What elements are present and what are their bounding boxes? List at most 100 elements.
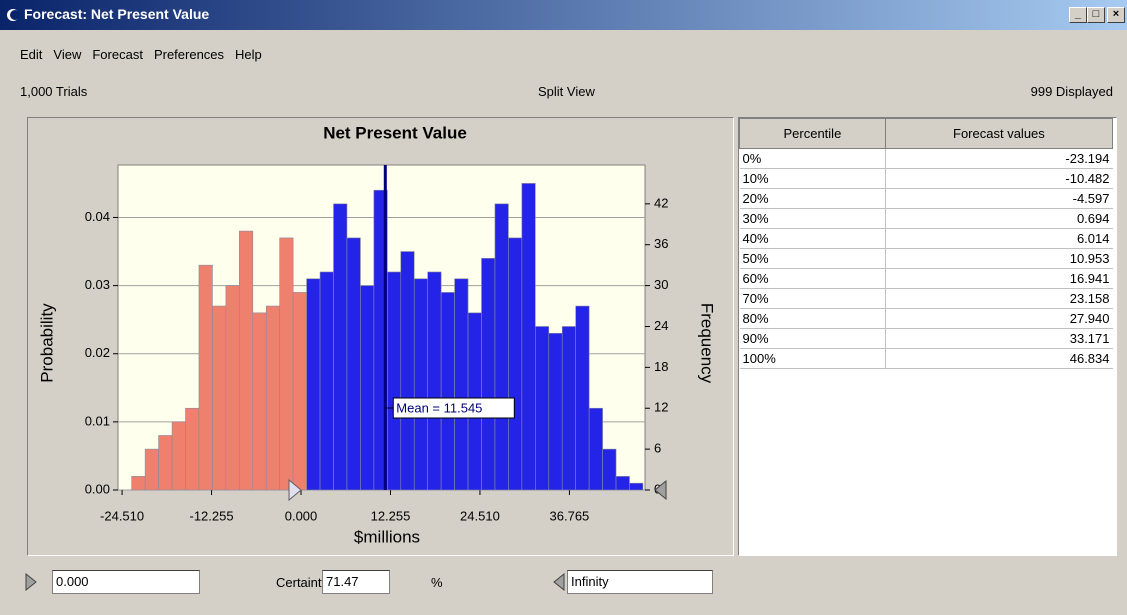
percentile: 70% <box>739 288 886 309</box>
x-tick-label: -12.255 <box>190 508 234 523</box>
y-tick-label: 0.00 <box>85 481 110 496</box>
histogram-bar <box>481 258 496 491</box>
y2-tick-label: 12 <box>654 400 668 415</box>
percentile-panel: Percentile Forecast values 0% -23.194 10% -10… <box>738 117 1117 556</box>
histogram-bar <box>400 251 415 491</box>
table-row: 10% -10.482 <box>739 168 1113 189</box>
forecast-value: 10.953 <box>884 248 1113 269</box>
chart-title: Net Present Value <box>323 123 467 142</box>
app-icon <box>7 9 20 21</box>
histogram-bar <box>292 292 307 491</box>
y2-tick-label: 6 <box>654 441 661 456</box>
histogram-bar <box>521 183 536 491</box>
x-tick-label: 24.510 <box>460 508 500 523</box>
histogram-bar <box>306 278 321 491</box>
histogram-bar <box>144 448 159 491</box>
histogram-bar <box>440 292 455 491</box>
table-row: 90% 33.171 <box>739 328 1113 349</box>
lower-bound-marker <box>288 478 302 502</box>
displayed-count: 999 Displayed <box>1030 84 1113 99</box>
menu-item[interactable]: View <box>53 47 82 62</box>
menu-item[interactable]: Help <box>235 47 262 62</box>
histogram-bar <box>252 312 267 491</box>
x-axis-title: $millions <box>354 527 420 546</box>
column-header: Percentile <box>739 118 886 149</box>
trials-count: 1,000 Trials <box>20 84 88 99</box>
x-tick-label: 0.000 <box>285 508 318 523</box>
upper-bound-marker <box>654 479 667 501</box>
minimize-button[interactable]: _ <box>1069 7 1087 23</box>
column-header: Forecast values <box>884 118 1114 149</box>
y2-tick-label: 30 <box>654 277 668 292</box>
mean-label-box <box>392 397 515 419</box>
histogram-bar <box>413 278 428 491</box>
histogram-bar <box>225 285 240 491</box>
table-row: 80% 27.940 <box>739 308 1113 329</box>
y2-axis-title: Frequency <box>698 303 717 384</box>
histogram-bar <box>535 326 550 491</box>
window-title: Forecast: Net Present Value <box>24 6 210 22</box>
histogram-bar <box>319 271 334 491</box>
menu-item[interactable]: Preferences <box>153 47 225 62</box>
y-tick-label: 0.04 <box>85 209 110 224</box>
forecast-value: 16.941 <box>884 268 1113 289</box>
table-row: 40% 6.014 <box>739 228 1113 249</box>
y-axis-title: Probability <box>37 303 56 383</box>
menu-item[interactable]: Edit <box>20 47 43 62</box>
upper-arrow[interactable] <box>552 573 566 591</box>
forecast-value: 27.940 <box>884 308 1113 329</box>
histogram-bar <box>602 448 617 491</box>
y-tick-label: 0.02 <box>85 345 110 360</box>
percentile: 10% <box>739 168 886 189</box>
certainty-unit: % <box>431 575 443 590</box>
histogram-bar <box>427 271 442 491</box>
histogram-bar <box>346 237 361 491</box>
forecast-value: -10.482 <box>884 168 1113 189</box>
forecast-value: 46.834 <box>884 348 1113 369</box>
histogram-bar <box>158 435 173 491</box>
y-tick-label: 0.03 <box>85 277 110 292</box>
percentile: 30% <box>739 208 886 229</box>
histogram-bar <box>185 407 200 491</box>
view-mode: Split View <box>538 84 595 99</box>
percentile: 40% <box>739 228 886 249</box>
forecast-value: -4.597 <box>884 188 1113 209</box>
maximize-button[interactable]: □ <box>1087 7 1105 23</box>
histogram-bar <box>265 305 280 491</box>
lower-arrow[interactable] <box>24 573 38 591</box>
y2-tick-label: 24 <box>654 318 668 333</box>
table-row: 0% -23.194 <box>739 148 1113 169</box>
table-row: 20% -4.597 <box>739 188 1113 209</box>
histogram-bar <box>279 237 294 491</box>
y2-tick-label: 42 <box>654 195 668 210</box>
histogram-bar <box>239 230 254 491</box>
certainty-label: Certainty: <box>276 575 332 590</box>
percentile: 60% <box>739 268 886 289</box>
histogram-bar <box>629 482 644 491</box>
forecast-value: 23.158 <box>884 288 1113 309</box>
histogram-bar <box>494 203 509 491</box>
upper-bound-input[interactable]: Infinity <box>567 570 713 594</box>
histogram-bar <box>171 421 186 491</box>
percentile: 100% <box>739 348 886 369</box>
histogram-bar <box>588 407 603 491</box>
close-button[interactable]: × <box>1107 7 1125 23</box>
lower-bound-input[interactable]: 0.000 <box>52 570 200 594</box>
forecast-value: 0.694 <box>884 208 1113 229</box>
menu-item[interactable]: Forecast <box>92 47 143 62</box>
title-bar: Forecast: Net Present Value _ □ × <box>0 0 1127 30</box>
percentile: 90% <box>739 328 886 349</box>
mean-label: Mean = 11.545 <box>396 400 482 415</box>
histogram-bar <box>131 476 146 491</box>
histogram-bar <box>454 278 469 491</box>
histogram-bar <box>333 203 348 491</box>
table-row: 50% 10.953 <box>739 248 1113 269</box>
histogram-bar <box>360 285 375 491</box>
forecast-value: 33.171 <box>884 328 1113 349</box>
histogram-bar <box>212 305 227 491</box>
histogram-bar <box>561 326 576 491</box>
percentile: 50% <box>739 248 886 269</box>
histogram-bar <box>198 264 213 491</box>
certainty-input[interactable]: 71.47 <box>322 570 390 594</box>
y2-tick-label: 36 <box>654 236 668 251</box>
